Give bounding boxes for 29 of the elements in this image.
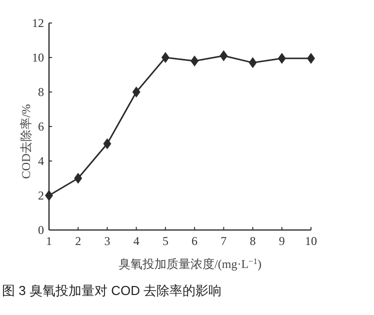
x-tick-label: 3	[104, 234, 110, 248]
x-tick-label: 6	[192, 234, 198, 248]
y-tick-label: 6	[38, 120, 44, 134]
y-tick-label: 10	[32, 50, 44, 64]
point	[132, 86, 140, 98]
point	[161, 52, 170, 63]
x-tick-label: 2	[75, 234, 82, 248]
point	[45, 190, 53, 201]
x-tick-label: 1	[46, 234, 52, 248]
point	[190, 55, 199, 66]
y-tick-label: 12	[32, 16, 44, 30]
x-tick-label: 10	[305, 234, 317, 248]
y-tick-label: 0	[38, 223, 44, 237]
x-axis-title: 臭氧投加质量浓度/(mg·L$^{−1}$)	[118, 256, 262, 271]
point	[220, 50, 228, 62]
x-tick-label: 9	[278, 234, 285, 248]
x-tick-label: 8	[250, 234, 256, 248]
x-tick-label: 4	[133, 234, 140, 248]
y-tick-label: 4	[38, 154, 44, 168]
y-tick-label: 8	[38, 85, 44, 99]
point	[74, 172, 82, 184]
y-tick-label: 2	[38, 188, 44, 202]
point	[248, 57, 257, 68]
point	[103, 138, 112, 150]
text: 图 3 臭氧投加量对 COD 去除率的影响	[2, 283, 222, 298]
x-tick-label: 7	[220, 234, 227, 248]
point	[278, 52, 286, 64]
x-tick-label: 5	[162, 234, 168, 248]
y-axis-title: COD去除率/%	[19, 104, 33, 179]
